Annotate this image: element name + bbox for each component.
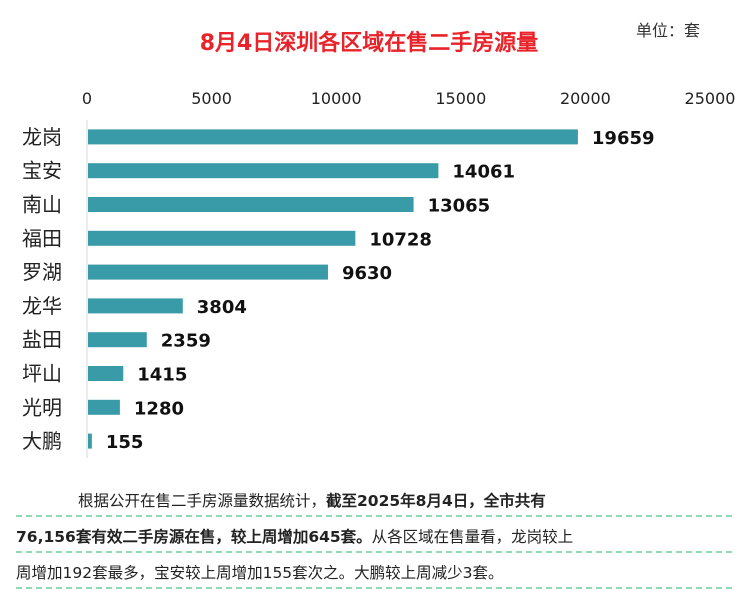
x-tick-label: 15000 — [435, 89, 486, 108]
bar — [88, 399, 120, 415]
data-label: 19659 — [592, 128, 655, 149]
x-axis-ticks: 0 5000 10000 15000 20000 25000 — [82, 89, 736, 108]
summary-line2-normal: 从各区域在售量看，龙岗较上 — [371, 528, 574, 546]
category-label: 龙岗 — [22, 125, 62, 149]
data-label: 14061 — [452, 162, 515, 183]
bar — [88, 332, 147, 348]
category-label: 盐田 — [22, 328, 62, 352]
bar-chart: 8月4日深圳各区域在售二手房源量 单位：套 0 5000 10000 15000 200… — [22, 21, 736, 458]
x-tick-label: 20000 — [560, 89, 611, 108]
summary-line1-normal: 根据公开在售二手房源量数据统计， — [78, 492, 327, 510]
data-label: 1280 — [134, 398, 184, 419]
summary-line1-bold: 截至2025年8月4日，全市共有 — [326, 492, 546, 510]
category-label: 福田 — [22, 226, 62, 250]
bar — [88, 264, 328, 280]
category-label: 大鹏 — [22, 429, 62, 453]
summary-line-3: 周增加192套最多，宝安较上周增加155套次之。大鹏较上周减少3套。 — [16, 556, 732, 589]
unit-label: 单位：套 — [636, 21, 700, 40]
bar — [88, 129, 578, 145]
chart-title: 8月4日深圳各区域在售二手房源量 — [200, 30, 539, 56]
bar — [88, 298, 183, 314]
category-label: 南山 — [22, 193, 62, 217]
summary-line-1: 根据公开在售二手房源量数据统计，截至2025年8月4日，全市共有 — [16, 484, 732, 517]
category-label: 龙华 — [22, 294, 62, 318]
x-tick-label: 0 — [82, 89, 92, 108]
summary-line3-normal: 周增加192套最多，宝安较上周增加155套次之。大鹏较上周减少3套。 — [16, 564, 504, 582]
data-label: 3804 — [197, 297, 247, 318]
data-label: 155 — [106, 432, 144, 453]
category-label: 宝安 — [22, 159, 62, 183]
category-label: 坪山 — [22, 362, 62, 386]
bar — [88, 230, 356, 246]
data-label: 10728 — [369, 229, 432, 250]
summary-paragraph: 根据公开在售二手房源量数据统计，截至2025年8月4日，全市共有 76,156套… — [16, 484, 732, 592]
bar — [88, 197, 414, 212]
x-tick-label: 25000 — [685, 89, 736, 108]
summary-line-2: 76,156套有效二手房源在售，较上周增加645套。从各区域在售量看，龙岗较上 — [16, 520, 732, 553]
bar — [88, 433, 92, 449]
category-label: 光明 — [22, 395, 62, 419]
bar — [88, 163, 439, 179]
summary-line2-bold: 76,156套有效二手房源在售，较上周增加645套。 — [16, 528, 372, 546]
data-label: 2359 — [161, 331, 211, 352]
bars-group: 龙岗 19659 宝安 14061 南山 13065 福田 10728 罗湖 9630 龙华 3804… — [22, 125, 655, 453]
data-label: 13065 — [428, 196, 491, 217]
x-tick-label: 5000 — [191, 89, 232, 108]
data-label: 1415 — [137, 365, 187, 386]
category-label: 罗湖 — [22, 260, 62, 284]
x-tick-label: 10000 — [311, 89, 362, 108]
data-label: 9630 — [342, 263, 392, 284]
bar — [88, 366, 124, 381]
